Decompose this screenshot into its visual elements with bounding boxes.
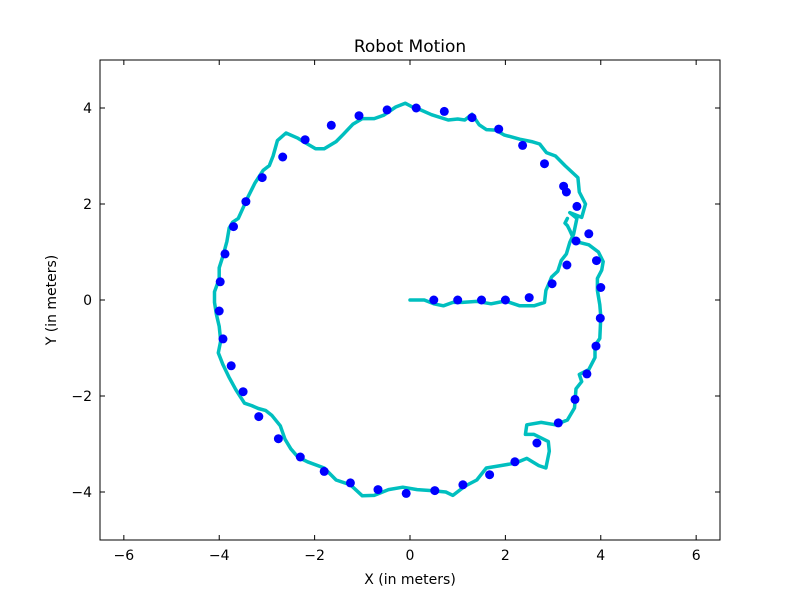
- data-point: [458, 480, 468, 490]
- x-tick-label: 2: [501, 548, 510, 564]
- data-point: [319, 466, 329, 476]
- data-point: [547, 279, 557, 289]
- data-point: [540, 159, 549, 169]
- data-point: [582, 369, 592, 379]
- x-tick-label: 4: [596, 548, 605, 564]
- data-point: [278, 152, 288, 162]
- data-point: [273, 434, 283, 444]
- data-point: [241, 197, 251, 207]
- data-point: [485, 470, 495, 480]
- y-axis-label: Y (in meters): [44, 255, 60, 347]
- data-point: [429, 295, 439, 305]
- data-point: [562, 260, 572, 270]
- data-point: [595, 313, 605, 323]
- chart-title: Robot Motion: [354, 37, 466, 57]
- x-tick-label: −2: [304, 548, 325, 564]
- data-point: [524, 293, 534, 303]
- data-point: [214, 306, 224, 316]
- data-point: [220, 249, 230, 259]
- data-point: [510, 457, 520, 467]
- y-tick-label: −2: [71, 389, 92, 405]
- data-point: [584, 229, 594, 239]
- y-tick-label: −4: [71, 485, 92, 501]
- data-point: [570, 394, 580, 404]
- y-tick-label: 2: [83, 197, 92, 213]
- data-point: [477, 295, 486, 305]
- plot-marks: [212, 101, 606, 498]
- data-point: [532, 438, 542, 448]
- data-point: [430, 486, 440, 496]
- data-point: [500, 295, 510, 305]
- data-point: [591, 341, 601, 351]
- data-point: [571, 236, 581, 246]
- data-point: [218, 334, 228, 344]
- x-tick-label: 0: [406, 548, 415, 564]
- data-point: [596, 283, 606, 292]
- data-point: [354, 111, 364, 121]
- data-point: [494, 124, 504, 134]
- data-point: [572, 201, 582, 211]
- data-point: [215, 277, 225, 287]
- x-tick-label: 6: [692, 548, 701, 564]
- data-point: [467, 113, 477, 123]
- data-point: [226, 361, 236, 371]
- y-tick-label: 0: [83, 293, 92, 309]
- y-axis: −4 −2 0 2 4: [71, 101, 720, 501]
- x-axis: −6 −4 −2 0 2 4 6: [114, 60, 701, 564]
- data-point: [373, 485, 383, 495]
- measurement-points: [214, 103, 606, 498]
- data-point: [238, 387, 248, 397]
- data-point: [561, 187, 571, 197]
- data-point: [592, 256, 601, 266]
- data-point: [518, 140, 528, 150]
- data-point: [257, 173, 267, 183]
- data-point: [295, 452, 305, 462]
- data-point: [345, 478, 355, 488]
- data-point: [553, 418, 563, 428]
- x-axis-label: X (in meters): [364, 572, 456, 588]
- data-point: [254, 412, 264, 422]
- data-point: [453, 295, 463, 305]
- data-point: [300, 135, 310, 145]
- data-point: [326, 120, 336, 130]
- data-point: [229, 222, 238, 232]
- x-tick-label: −6: [114, 548, 135, 564]
- y-tick-label: 4: [83, 101, 92, 117]
- data-point: [382, 105, 392, 115]
- x-tick-label: −4: [209, 548, 230, 564]
- data-point: [411, 103, 421, 113]
- data-point: [401, 488, 411, 498]
- data-point: [439, 106, 449, 116]
